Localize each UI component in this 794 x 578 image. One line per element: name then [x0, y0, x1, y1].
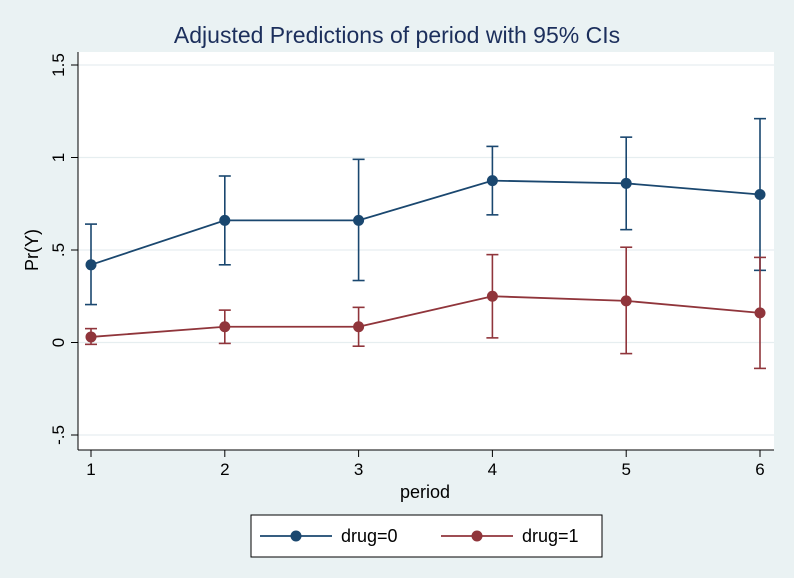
x-tick-label: 4 [488, 460, 497, 479]
y-tick-label: 0 [49, 338, 68, 347]
legend-label: drug=1 [522, 526, 579, 546]
series-drug-1 [85, 246, 766, 370]
series-line [90, 295, 761, 338]
data-point [486, 175, 498, 187]
y-axis-title: Pr(Y) [22, 229, 42, 271]
x-tick-label: 3 [354, 460, 363, 479]
data-point [219, 214, 231, 226]
data-point [754, 307, 766, 319]
plot-area [78, 52, 774, 450]
data-point [353, 321, 365, 333]
data-point [219, 321, 231, 333]
data-point [486, 290, 498, 302]
legend-item: drug=0 [260, 526, 398, 546]
data-point [620, 295, 632, 307]
legend-label: drug=0 [341, 526, 398, 546]
legend-swatch-marker [290, 530, 302, 542]
legend-items: drug=0 drug=1 [260, 526, 579, 546]
y-axis: -.5 0 .5 1 1.5 [49, 52, 79, 450]
x-axis-title: period [400, 482, 450, 502]
x-tick-label: 5 [621, 460, 630, 479]
legend: drug=0 drug=1 [250, 514, 603, 558]
x-tick-label: 1 [86, 460, 95, 479]
data-point [85, 331, 97, 343]
x-tick-label: 6 [755, 460, 764, 479]
data-point [620, 177, 632, 189]
data-point [754, 189, 766, 200]
series-line [90, 179, 761, 266]
y-tick-label: -.5 [49, 425, 68, 445]
series-layer [85, 117, 766, 370]
legend-swatch-marker [471, 530, 483, 542]
grid [78, 64, 774, 436]
x-axis: 1 2 3 4 5 6 [78, 449, 774, 479]
legend-item: drug=1 [441, 526, 579, 546]
series-drug-0 [85, 117, 766, 306]
data-point [85, 259, 97, 271]
x-tick-label: 2 [220, 460, 229, 479]
y-tick-label: 1 [49, 153, 68, 162]
y-tick-label: .5 [49, 243, 68, 257]
y-tick-label: 1.5 [49, 53, 68, 77]
data-point [353, 214, 365, 226]
chart-title: Adjusted Predictions of period with 95% … [174, 22, 620, 48]
